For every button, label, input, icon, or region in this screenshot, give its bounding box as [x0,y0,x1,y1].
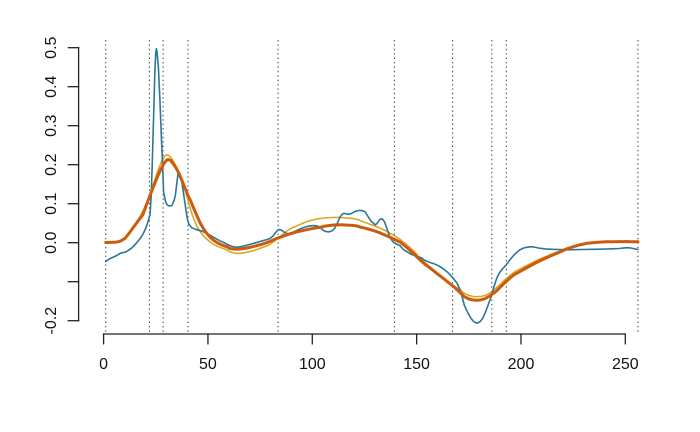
svg-text:250: 250 [612,356,639,373]
svg-text:0.0: 0.0 [43,231,60,253]
svg-text:0.2: 0.2 [43,153,60,175]
svg-text:200: 200 [508,356,535,373]
svg-text:0.5: 0.5 [43,36,60,58]
svg-text:150: 150 [403,356,430,373]
svg-text:0.4: 0.4 [43,75,60,97]
svg-text:-0.2: -0.2 [43,307,60,335]
svg-text:100: 100 [299,356,326,373]
svg-text:0.1: 0.1 [43,192,60,214]
svg-text:50: 50 [199,356,217,373]
svg-text:0.3: 0.3 [43,114,60,136]
svg-text:0: 0 [99,356,108,373]
